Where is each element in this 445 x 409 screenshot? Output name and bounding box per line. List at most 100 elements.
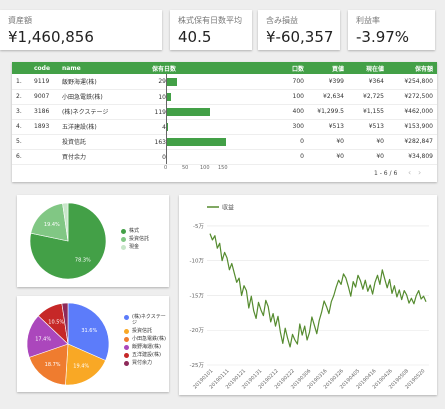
table-row[interactable]: 6. 買付余力 0 0 ¥0 ¥0 ¥34,809 <box>12 149 437 165</box>
cell-now: ¥513 <box>348 119 388 135</box>
legend-item[interactable]: 現金 <box>121 244 149 250</box>
legend-dot-icon <box>124 344 129 350</box>
cell-name: (株)ネクステージ <box>58 104 148 120</box>
table-body: 1. 9119 飯野海運(株) 29 700 ¥399 ¥364 ¥254,800 2. 9007… <box>12 74 437 165</box>
cell-days: 4 <box>148 119 278 135</box>
kpi-value: ¥1,460,856 <box>8 28 94 46</box>
kpi-label: 利益率 <box>356 16 380 25</box>
cell-code: 1893 <box>30 119 58 135</box>
cell-now: ¥364 <box>348 74 388 90</box>
cell-shares: 400 <box>278 104 308 120</box>
legend-dot-icon <box>124 328 129 334</box>
kpi-asset-total: 資産額 ¥1,460,856 <box>0 10 162 50</box>
kpi-label: 株式保有日数平均 <box>178 16 242 25</box>
cell-no: 1. <box>12 74 30 90</box>
cell-shares: 0 <box>278 149 308 165</box>
cell-name: 買付余力 <box>58 149 148 165</box>
kpi-value: ¥-60,357 <box>266 28 334 46</box>
legend-item[interactable]: 買付余力 <box>124 360 168 366</box>
y-tick-label: -20万 <box>190 327 205 334</box>
col-header-code[interactable]: code <box>30 62 58 74</box>
legend-label: 投資信託 <box>129 236 150 242</box>
chevron-right-icon[interactable]: › <box>418 168 422 177</box>
series-line-profit[interactable] <box>209 233 427 348</box>
table-row[interactable]: 2. 9007 小田急電鉄(株) 10 100 ¥2,634 ¥2,725 ¥272,500 <box>12 89 437 105</box>
legend-item[interactable]: 投資信託 <box>124 328 168 334</box>
legend-label: 現金 <box>129 244 140 250</box>
kpi-avg-holding-days: 株式保有日数平均 40.5 <box>170 10 252 50</box>
cell-buy: ¥0 <box>308 134 348 150</box>
cell-hold: ¥272,500 <box>388 89 437 105</box>
cell-no: 5. <box>12 134 30 150</box>
legend-label: 投資信託 <box>132 328 153 334</box>
days-scale-tick: 0 <box>164 165 168 171</box>
table-row[interactable]: 1. 9119 飯野海運(株) 29 700 ¥399 ¥364 ¥254,800 <box>12 74 437 90</box>
cell-now: ¥0 <box>348 134 388 150</box>
table-row[interactable]: 4. 1893 五洋建設(株) 4 300 ¥513 ¥513 ¥153,900 <box>12 119 437 135</box>
pie-slice[interactable] <box>26 315 69 358</box>
kpi-label: 資産額 <box>8 16 32 25</box>
days-scale-tick: 50 <box>182 165 189 171</box>
cell-hold: ¥282,847 <box>388 134 437 150</box>
legend-label: 五洋建設(株) <box>132 352 161 358</box>
col-header-hold[interactable]: 保有額 <box>388 62 437 74</box>
profit-line-chart-card: 収益 -5万 -10万 -15万 -20万 -25万 20190101 20190111 201… <box>179 195 437 395</box>
col-header-no <box>12 62 30 74</box>
pie-slice[interactable] <box>61 302 69 345</box>
y-tick-label: -10万 <box>190 258 205 265</box>
cell-now: ¥1,155 <box>348 104 388 120</box>
pie-slice-label: 19.4% <box>73 364 89 370</box>
holdings-table: code name 保有日数 口数 買値 現在値 保有額 1. 9119 飯野海運(… <box>12 62 437 165</box>
legend-dot-icon <box>124 360 129 366</box>
holding-allocation-pie: 31.6% 19.4% 18.7% 17.4% 10.5% <box>26 302 110 386</box>
pie-slice-label: 19.4% <box>44 222 60 228</box>
cell-hold: ¥462,000 <box>388 104 437 120</box>
legend-item[interactable]: 小田急電鉄(株) <box>124 336 168 342</box>
legend-item[interactable]: 投資信託 <box>121 236 149 242</box>
legend-label: 株式 <box>129 228 140 234</box>
legend-dot-icon <box>124 336 129 342</box>
table-row[interactable]: 3. 3186 (株)ネクステージ 119 400 ¥1,299.5 ¥1,155 ¥462,… <box>12 104 437 120</box>
legend-dot-icon <box>121 236 126 242</box>
col-header-shares[interactable]: 口数 <box>278 62 308 74</box>
table-row[interactable]: 5. 投資信託 163 0 ¥0 ¥0 ¥282,847 <box>12 134 437 150</box>
cell-shares: 0 <box>278 134 308 150</box>
legend-label: 収益 <box>222 204 234 212</box>
pie-slice[interactable] <box>62 202 69 242</box>
cell-no: 6. <box>12 149 30 165</box>
legend-item[interactable]: 飯野海運(株) <box>124 344 168 350</box>
cell-shares: 700 <box>278 74 308 90</box>
cell-days: 119 <box>148 104 278 120</box>
y-tick-label: -25万 <box>190 362 205 369</box>
pie-slice[interactable] <box>67 302 110 361</box>
legend-label: 小田急電鉄(株) <box>132 336 166 342</box>
col-header-now[interactable]: 現在値 <box>348 62 388 74</box>
kpi-unrealized-pl: 含み損益 ¥-60,357 <box>258 10 340 50</box>
cell-buy: ¥2,634 <box>308 89 348 105</box>
cell-code <box>30 134 58 150</box>
days-scale-tick: 100 <box>200 165 210 171</box>
legend-item[interactable]: (株)ネクステージ <box>124 314 168 326</box>
col-header-buy[interactable]: 買値 <box>308 62 348 74</box>
pie-slice-label: 18.7% <box>45 362 61 368</box>
cell-code: 3186 <box>30 104 58 120</box>
chevron-left-icon[interactable]: ‹ <box>408 168 412 177</box>
col-header-days[interactable]: 保有日数 <box>148 62 278 74</box>
pie-slice-label: 31.6% <box>81 328 97 334</box>
pagination-label: 1 - 6 / 6 <box>374 170 398 177</box>
days-value: 29 <box>158 78 166 85</box>
pie-slice[interactable] <box>30 203 69 242</box>
cell-name: 五洋建設(株) <box>58 119 148 135</box>
days-value: 119 <box>154 108 166 116</box>
legend-item[interactable]: 五洋建設(株) <box>124 352 168 358</box>
pie-slice[interactable] <box>65 343 106 386</box>
cell-name: 飯野海運(株) <box>58 74 148 90</box>
cell-now: ¥2,725 <box>348 89 388 105</box>
pie-legend: (株)ネクステージ投資信託小田急電鉄(株) 飯野海運(株) 五洋建設(株) 買付余力 <box>124 314 168 368</box>
kpi-profit-rate: 利益率 -3.97% <box>348 10 435 50</box>
cell-code: 9007 <box>30 89 58 105</box>
legend-item[interactable]: 株式 <box>121 228 149 234</box>
holding-allocation-pie-card: 31.6% 19.4% 18.7% 17.4% 10.5% (株)ネクステージ 投資信託小… <box>17 296 169 392</box>
asset-allocation-pie: 78.3% 19.4% <box>29 202 107 280</box>
col-header-name[interactable]: name <box>58 62 148 74</box>
